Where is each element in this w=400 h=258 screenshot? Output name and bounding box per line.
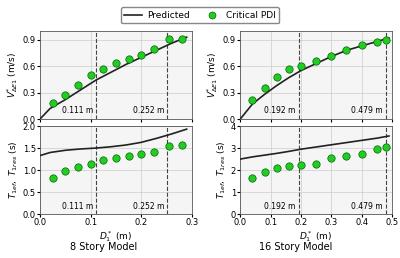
Point [313,59,319,63]
Point [249,98,256,102]
Point [374,147,380,151]
Point [298,163,304,167]
Point [383,38,389,42]
Point [374,39,380,44]
Point [274,166,280,171]
Point [113,156,119,160]
Point [343,154,350,158]
Point [286,164,292,168]
Point [113,61,119,65]
Point [50,176,56,180]
Point [166,37,172,41]
X-axis label: $D_1^*$ (m): $D_1^*$ (m) [99,229,132,244]
Legend: Predicted, Critical PDI: Predicted, Critical PDI [121,7,279,23]
Point [261,170,268,174]
Point [100,158,106,163]
Text: 0.192 m: 0.192 m [264,203,296,212]
Point [261,86,268,90]
Point [358,151,365,156]
Point [313,162,319,166]
Point [75,165,81,170]
Text: 0.252 m: 0.252 m [133,106,164,115]
Point [125,154,132,158]
Point [62,93,68,97]
Point [50,101,56,105]
Text: 0.479 m: 0.479 m [351,203,382,212]
Point [75,83,81,87]
Point [328,54,334,58]
Point [100,67,106,71]
Point [274,75,280,79]
Point [249,176,256,180]
Point [298,64,304,68]
Point [358,43,365,47]
X-axis label: $D_1^*$ (m): $D_1^*$ (m) [300,229,333,244]
Point [286,67,292,71]
Y-axis label: $V_{\Delta E1}^{*}$ (m/s): $V_{\Delta E1}^{*}$ (m/s) [205,52,220,98]
Point [138,53,144,57]
Point [87,162,94,166]
Text: 0.252 m: 0.252 m [133,203,164,212]
Text: 0.111 m: 0.111 m [62,203,93,212]
Y-axis label: $V_{\Delta E1}^{*}$ (m/s): $V_{\Delta E1}^{*}$ (m/s) [5,52,20,98]
Y-axis label: $T_{1ef},\ T_{1res}$ (s): $T_{1ef},\ T_{1res}$ (s) [8,141,20,199]
Point [150,46,157,51]
Text: 0.479 m: 0.479 m [351,106,382,115]
Point [125,57,132,61]
Text: 0.192 m: 0.192 m [264,106,296,115]
Point [87,73,94,77]
Point [166,144,172,148]
Point [178,143,185,147]
Point [62,169,68,173]
Y-axis label: $T_{1ef},\ T_{1res}$ (s): $T_{1ef},\ T_{1res}$ (s) [216,141,228,199]
Point [138,152,144,156]
Text: 8 Story Model: 8 Story Model [70,242,138,252]
Point [328,156,334,160]
Point [150,150,157,154]
Point [383,145,389,149]
Point [178,37,185,41]
Text: 16 Story Model: 16 Story Model [259,242,333,252]
Point [343,48,350,52]
Text: 0.111 m: 0.111 m [62,106,93,115]
